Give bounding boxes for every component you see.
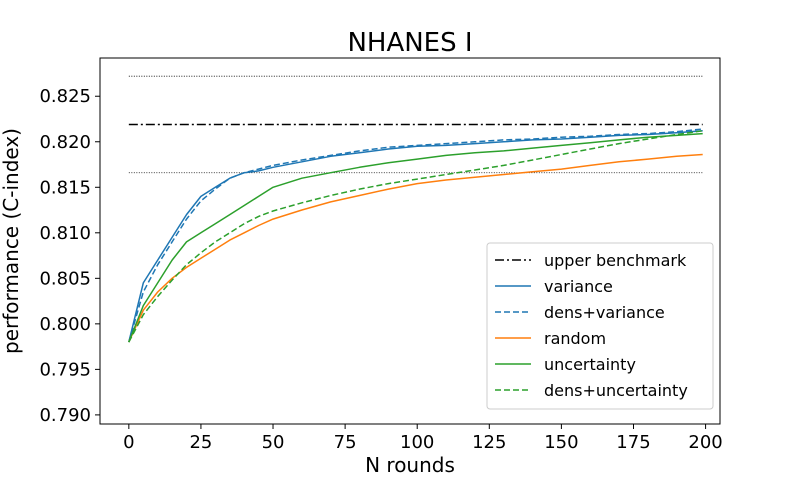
- x-tick-label: 50: [262, 432, 285, 453]
- y-tick-label: 0.795: [39, 359, 91, 380]
- series-line-variance: [128, 130, 703, 343]
- axis-ticks: 0 25 50 75 100 125 150 175 200 0.790 0.795 0.800 0.8…: [39, 86, 722, 453]
- legend-box: [486, 242, 714, 410]
- legend-label-variance: variance: [544, 277, 613, 296]
- plot-frame: [99, 57, 721, 425]
- legend-label-dens-variance: dens+variance: [544, 303, 665, 322]
- y-tick-label: 0.820: [39, 132, 91, 153]
- series-line-uncertainty: [128, 132, 703, 343]
- legend-label-dens-uncertainty: dens+uncertainty: [544, 381, 688, 400]
- x-tick-label: 100: [400, 432, 434, 453]
- series-line-random: [128, 153, 703, 343]
- series-line-dens-uncertainty: [128, 130, 703, 343]
- x-tick-label: 0: [123, 432, 134, 453]
- y-tick-label: 0.815: [39, 177, 91, 198]
- y-tick-label: 0.800: [39, 314, 91, 335]
- legend: upper benchmark variance dens+variance rand…: [486, 242, 714, 410]
- y-tick-label: 0.825: [39, 86, 91, 107]
- legend-label-upper-benchmark: upper benchmark: [544, 251, 687, 270]
- series-line-dens-variance: [128, 128, 703, 343]
- y-axis-label: performance (C-index): [0, 128, 23, 354]
- y-tick-label: 0.810: [39, 223, 91, 244]
- y-tick-label: 0.805: [39, 268, 91, 289]
- x-tick-label: 125: [472, 432, 506, 453]
- legend-label-random: random: [544, 329, 606, 348]
- legend-label-uncertainty: uncertainty: [544, 355, 636, 374]
- plot-area: [128, 75, 703, 343]
- y-tick-label: 0.790: [39, 405, 91, 426]
- x-axis-label: N rounds: [365, 453, 455, 477]
- x-tick-label: 75: [334, 432, 357, 453]
- x-tick-label: 200: [688, 432, 722, 453]
- x-tick-label: 150: [544, 432, 578, 453]
- x-tick-label: 25: [189, 432, 212, 453]
- chart-title: NHANES I: [347, 28, 472, 58]
- x-tick-label: 175: [616, 432, 650, 453]
